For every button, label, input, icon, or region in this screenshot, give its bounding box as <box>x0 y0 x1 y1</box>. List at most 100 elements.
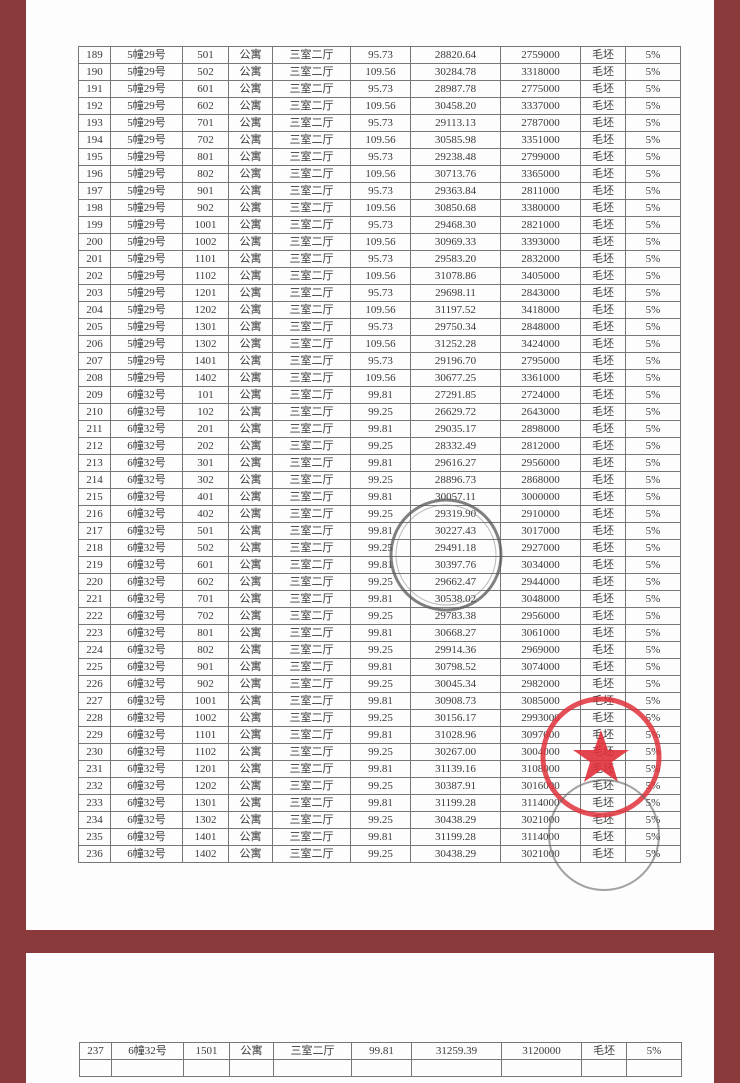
cell-building: 6幢32号 <box>110 607 183 625</box>
cell-layout: 三室二厅 <box>272 148 351 166</box>
cell-type: 公寓 <box>228 743 273 761</box>
cell-building: 5幢29号 <box>110 369 183 387</box>
cell-ratio: 5% <box>625 403 681 421</box>
cell-layout: 三室二厅 <box>272 284 351 302</box>
cell-area: 99.25 <box>350 437 411 455</box>
cell-building: 6幢32号 <box>110 743 183 761</box>
cell-area: 99.25 <box>350 607 411 625</box>
cell-type: 公寓 <box>228 590 273 608</box>
cell-building: 6幢32号 <box>110 556 183 574</box>
cell-empty <box>229 1059 274 1077</box>
table-row: 199 5幢29号 1001 公寓 三室二厅 95.73 29468.30 2821000 毛坯… <box>78 216 681 234</box>
cell-total-price: 3108000 <box>500 760 581 778</box>
cell-total-price: 3380000 <box>500 199 581 217</box>
cell-total-price: 3021000 <box>500 845 581 863</box>
cell-ratio: 5% <box>625 539 681 557</box>
cell-type: 公寓 <box>228 845 273 863</box>
cell-total-price: 3114000 <box>500 794 581 812</box>
cell-building: 5幢29号 <box>110 63 183 81</box>
cell-unit-price: 29750.34 <box>410 318 501 336</box>
cell-index: 199 <box>78 216 111 234</box>
cell-layout: 三室二厅 <box>272 301 351 319</box>
cell-ratio: 5% <box>625 148 681 166</box>
cell-total-price: 3120000 <box>501 1042 582 1060</box>
cell-building: 6幢32号 <box>110 828 183 846</box>
cell-type: 公寓 <box>228 301 273 319</box>
cell-building: 6幢32号 <box>110 624 183 642</box>
cell-index: 192 <box>78 97 111 115</box>
table-row: 217 6幢32号 501 公寓 三室二厅 99.81 30227.43 3017000 毛坯 5… <box>78 522 681 540</box>
cell-layout: 三室二厅 <box>272 199 351 217</box>
cell-area: 99.25 <box>350 539 411 557</box>
cell-area: 99.81 <box>350 794 411 812</box>
cell-layout: 三室二厅 <box>272 46 351 64</box>
cell-type: 公寓 <box>228 726 273 744</box>
cell-total-price: 2910000 <box>500 505 581 523</box>
cell-building: 6幢32号 <box>110 437 183 455</box>
cell-index: 217 <box>78 522 111 540</box>
table-row: 206 5幢29号 1302 公寓 三室二厅 109.56 31252.28 3424000 毛… <box>78 335 681 353</box>
cell-ratio: 5% <box>625 420 681 438</box>
cell-decoration: 毛坯 <box>580 233 626 251</box>
table-row: 228 6幢32号 1002 公寓 三室二厅 99.25 30156.17 2993000 毛坯… <box>78 709 681 727</box>
cell-type: 公寓 <box>228 777 273 795</box>
cell-total-price: 2812000 <box>500 437 581 455</box>
cell-unit-price: 29468.30 <box>410 216 501 234</box>
cell-room: 502 <box>182 63 229 81</box>
cell-type: 公寓 <box>228 556 273 574</box>
cell-unit-price: 27291.85 <box>410 386 501 404</box>
table-row: 220 6幢32号 602 公寓 三室二厅 99.25 29662.47 2944000 毛坯 5… <box>78 573 681 591</box>
cell-unit-price: 29363.84 <box>410 182 501 200</box>
cell-unit-price: 26629.72 <box>410 403 501 421</box>
cell-ratio: 5% <box>625 607 681 625</box>
cell-unit-price: 31197.52 <box>410 301 501 319</box>
cell-room: 1302 <box>182 335 229 353</box>
document-page-2: 237 6幢32号 1501 公寓 三室二厅 99.81 31259.39 3120000 毛坯… <box>26 953 714 1083</box>
cell-decoration: 毛坯 <box>580 828 626 846</box>
cell-type: 公寓 <box>228 369 273 387</box>
cell-index: 213 <box>78 454 111 472</box>
cell-layout: 三室二厅 <box>272 352 351 370</box>
cell-index: 193 <box>78 114 111 132</box>
cell-area: 109.56 <box>350 199 411 217</box>
cell-unit-price: 31078.86 <box>410 267 501 285</box>
cell-decoration: 毛坯 <box>580 114 626 132</box>
cell-index: 228 <box>78 709 111 727</box>
cell-room: 901 <box>182 658 229 676</box>
cell-layout: 三室二厅 <box>272 794 351 812</box>
cell-total-price: 3021000 <box>500 811 581 829</box>
cell-building: 6幢32号 <box>110 505 183 523</box>
cell-layout: 三室二厅 <box>272 522 351 540</box>
cell-area: 95.73 <box>350 182 411 200</box>
cell-room: 1102 <box>182 743 229 761</box>
cell-decoration: 毛坯 <box>580 573 626 591</box>
cell-unit-price: 28987.78 <box>410 80 501 98</box>
cell-area: 99.81 <box>350 556 411 574</box>
table-row: 192 5幢29号 602 公寓 三室二厅 109.56 30458.20 3337000 毛坯… <box>78 97 681 115</box>
cell-total-price: 3097000 <box>500 726 581 744</box>
cell-index: 215 <box>78 488 111 506</box>
cell-room: 802 <box>182 165 229 183</box>
cell-building: 6幢32号 <box>110 641 183 659</box>
cell-area: 99.81 <box>350 658 411 676</box>
cell-unit-price: 29113.13 <box>410 114 501 132</box>
cell-ratio: 5% <box>625 641 681 659</box>
table-row: 231 6幢32号 1201 公寓 三室二厅 99.81 31139.16 3108000 毛坯… <box>78 760 681 778</box>
cell-index: 234 <box>78 811 111 829</box>
cell-layout: 三室二厅 <box>272 63 351 81</box>
cell-decoration: 毛坯 <box>580 63 626 81</box>
cell-total-price: 3337000 <box>500 97 581 115</box>
cell-layout: 三室二厅 <box>272 624 351 642</box>
cell-unit-price: 30284.78 <box>410 63 501 81</box>
table-row: 237 6幢32号 1501 公寓 三室二厅 99.81 31259.39 3120000 毛坯… <box>79 1042 682 1060</box>
cell-room: 702 <box>182 607 229 625</box>
cell-building: 5幢29号 <box>110 46 183 64</box>
cell-area: 99.25 <box>350 641 411 659</box>
cell-unit-price: 29616.27 <box>410 454 501 472</box>
cell-decoration: 毛坯 <box>580 505 626 523</box>
cell-ratio: 5% <box>625 250 681 268</box>
cell-unit-price: 28896.73 <box>410 471 501 489</box>
cell-total-price: 2832000 <box>500 250 581 268</box>
cell-building: 6幢32号 <box>110 573 183 591</box>
cell-layout: 三室二厅 <box>272 590 351 608</box>
